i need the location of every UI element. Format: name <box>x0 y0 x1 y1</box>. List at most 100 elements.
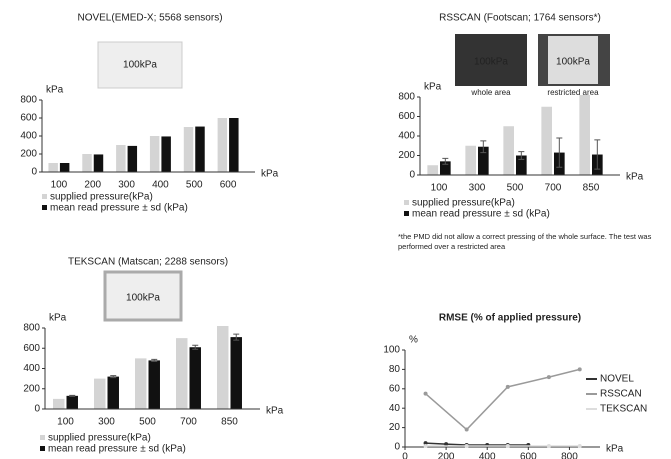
y-tick-label: 80 <box>389 364 401 375</box>
y-tick-label: 200 <box>20 149 37 160</box>
x-tick-label: 100 <box>57 417 74 428</box>
bar <box>478 146 489 175</box>
point <box>546 444 551 449</box>
legend-label: mean read pressure ± sd (kPa) <box>412 209 550 220</box>
y-tick-label: 400 <box>23 363 40 374</box>
point <box>423 391 428 396</box>
error-bar <box>594 139 601 170</box>
error-bar <box>556 137 563 168</box>
error-bar <box>480 140 487 154</box>
bar <box>66 395 78 409</box>
chart-title: RSSCAN (Footscan; 1764 sensors*) <box>439 13 601 24</box>
bar <box>229 118 239 172</box>
legend-label: RSSCAN <box>600 389 642 400</box>
legend-label: supplied pressure(kPa) <box>48 433 151 444</box>
x-tick-label: 200 <box>438 452 455 459</box>
y-tick-label: 600 <box>23 343 40 354</box>
point <box>423 441 428 446</box>
bar <box>53 398 65 409</box>
legend-swatch <box>42 194 47 199</box>
bar <box>148 360 160 409</box>
inset-image <box>548 36 598 84</box>
y-tick-label: 0 <box>34 404 40 415</box>
legend-swatch <box>40 435 45 440</box>
inset-image <box>97 41 183 89</box>
inset-image <box>455 34 527 86</box>
y-tick-label: 0 <box>409 170 415 181</box>
inset-image <box>103 270 183 322</box>
inset-label: 100kPa <box>123 60 157 71</box>
bar <box>465 145 476 175</box>
point <box>444 442 449 447</box>
x-tick-label: 500 <box>139 417 156 428</box>
bar <box>516 155 527 175</box>
x-tick-label: 100 <box>431 183 448 194</box>
bar <box>135 358 147 409</box>
line <box>425 368 580 431</box>
bar <box>440 161 451 175</box>
footnote: *the PMD did not allow a correct pressin… <box>398 232 652 251</box>
x-tick-label: 100 <box>51 180 68 191</box>
legend-label: NOVEL <box>600 374 634 385</box>
bar <box>183 127 194 172</box>
point <box>423 444 428 449</box>
y-tick-label: 400 <box>398 131 415 142</box>
bar <box>189 347 201 409</box>
x-tick-label: 850 <box>221 417 238 428</box>
bar <box>176 338 188 409</box>
y-axis-label: kPa <box>49 313 67 324</box>
bar <box>579 95 590 175</box>
bar <box>217 326 229 409</box>
legend-label: mean read pressure ± sd (kPa) <box>50 203 188 214</box>
y-tick-label: 200 <box>23 383 40 394</box>
bar <box>93 154 104 172</box>
bar <box>217 118 228 172</box>
bar <box>59 163 70 172</box>
x-tick-label: 400 <box>152 180 169 191</box>
x-tick-label: 850 <box>583 183 600 194</box>
error-bar <box>69 394 76 397</box>
y-tick-label: 800 <box>20 95 37 106</box>
x-tick-label: 400 <box>479 452 496 459</box>
error-bar <box>233 333 240 341</box>
inset-caption: whole area <box>470 88 511 97</box>
y-tick-label: 100 <box>383 345 400 356</box>
error-bar <box>518 151 525 160</box>
y-tick-label: 600 <box>398 111 415 122</box>
bar <box>161 136 171 172</box>
y-tick-label: 600 <box>20 113 37 124</box>
y-tick-label: 0 <box>31 167 37 178</box>
line <box>425 442 529 446</box>
bar <box>541 106 552 175</box>
inset-label: 100kPa <box>126 293 160 304</box>
point <box>577 367 582 372</box>
x-axis-label: kPa <box>626 172 644 183</box>
legend-swatch <box>404 200 409 205</box>
y-axis-label: kPa <box>424 82 442 93</box>
y-tick-label: 400 <box>20 131 37 142</box>
legend-label: mean read pressure ± sd (kPa) <box>48 444 186 455</box>
bar <box>116 145 126 172</box>
x-tick-label: 200 <box>84 180 101 191</box>
y-tick-label: 800 <box>398 92 415 103</box>
x-tick-label: 300 <box>469 183 486 194</box>
x-tick-label: 300 <box>118 180 135 191</box>
legend-label: supplied pressure(kPa) <box>50 192 153 203</box>
legend-label: TEKSCAN <box>600 404 647 415</box>
x-tick-label: 300 <box>98 417 115 428</box>
x-tick-label: 700 <box>180 417 197 428</box>
point <box>546 375 551 380</box>
x-axis-label: kPa <box>266 406 284 417</box>
y-tick-label: 200 <box>398 150 415 161</box>
x-axis-label: kPa <box>261 169 279 180</box>
bar <box>82 154 92 172</box>
chart-title: RMSE (% of applied pressure) <box>439 313 581 324</box>
error-bar <box>192 344 199 350</box>
legend-swatch <box>40 446 45 451</box>
x-tick-label: 600 <box>520 452 537 459</box>
point <box>505 444 510 449</box>
bar <box>48 163 58 172</box>
x-tick-label: 500 <box>507 183 524 194</box>
y-axis-label: kPa <box>46 85 64 96</box>
